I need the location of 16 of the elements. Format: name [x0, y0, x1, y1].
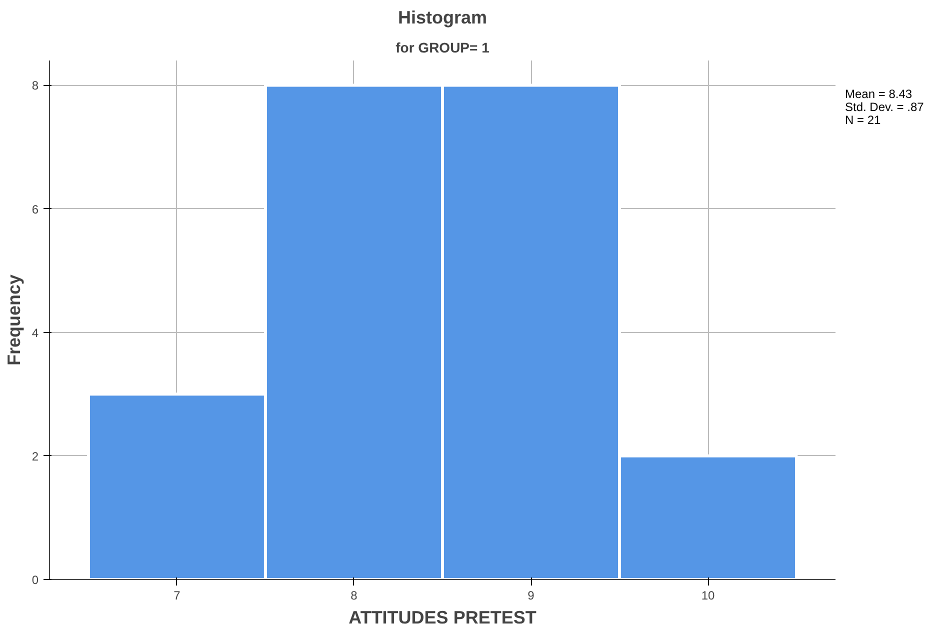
x-tick-label: 9: [528, 588, 535, 602]
y-tick-label: 6: [32, 202, 39, 216]
x-tick-label: 8: [350, 588, 358, 602]
chart-title: Histogram: [398, 8, 488, 28]
text: N = 21: [845, 113, 881, 128]
y-axis-title: Frequency: [4, 274, 24, 366]
y-tick-label: 4: [32, 326, 39, 340]
y-tick-label: 2: [32, 449, 39, 464]
text: Mean = 8.43: [845, 87, 912, 101]
text: Std. Dev. = .87: [845, 100, 924, 114]
x-tick-label: 7: [174, 588, 181, 602]
y-tick-label: 8: [32, 78, 39, 93]
x-axis-title: ATTITUDES PRETEST: [348, 608, 536, 628]
y-tick-label: 0: [32, 573, 39, 587]
chart-subtitle: for GROUP= 1: [396, 40, 490, 56]
x-tick-label: 10: [701, 588, 716, 602]
